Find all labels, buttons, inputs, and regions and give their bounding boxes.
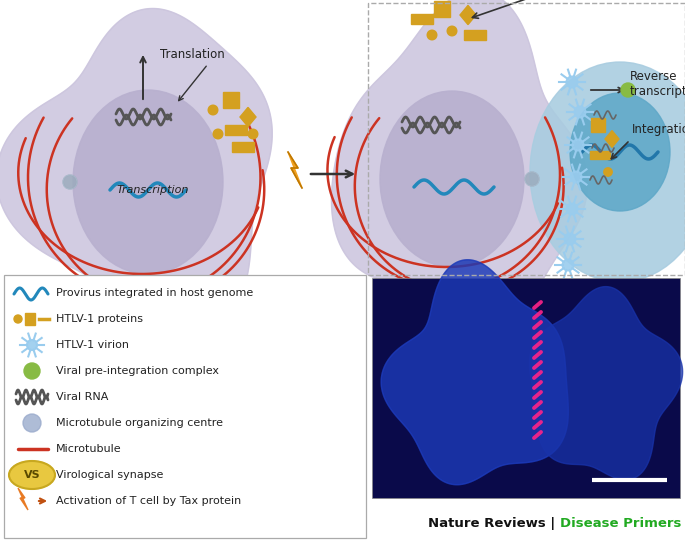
- Text: Integration: Integration: [632, 124, 685, 137]
- Circle shape: [603, 168, 612, 176]
- Polygon shape: [460, 5, 476, 24]
- Text: Microtubule: Microtubule: [56, 444, 122, 454]
- Bar: [4, 275, 366, 538]
- Circle shape: [525, 172, 539, 186]
- Circle shape: [562, 259, 574, 271]
- Text: Disease Primers: Disease Primers: [560, 517, 682, 530]
- Circle shape: [566, 76, 578, 88]
- Text: Assembly: Assembly: [473, 0, 595, 18]
- Polygon shape: [232, 142, 254, 152]
- Polygon shape: [223, 92, 239, 108]
- Text: Provirus integrated in host genome: Provirus integrated in host genome: [56, 288, 253, 298]
- Ellipse shape: [9, 461, 55, 489]
- Polygon shape: [381, 260, 569, 485]
- Text: VS: VS: [24, 470, 40, 480]
- Circle shape: [447, 26, 457, 36]
- Polygon shape: [288, 152, 302, 188]
- Circle shape: [621, 83, 635, 97]
- Circle shape: [570, 171, 582, 183]
- Circle shape: [23, 414, 41, 432]
- Polygon shape: [381, 260, 569, 485]
- Polygon shape: [434, 1, 450, 17]
- Ellipse shape: [73, 90, 223, 274]
- Polygon shape: [0, 9, 273, 336]
- Text: Transcription: Transcription: [117, 185, 189, 195]
- Ellipse shape: [492, 308, 538, 336]
- Ellipse shape: [530, 62, 685, 282]
- Polygon shape: [18, 488, 28, 510]
- Text: Reverse
transcription: Reverse transcription: [630, 69, 685, 99]
- Text: Viral RNA: Viral RNA: [56, 392, 108, 402]
- Text: Activation of T cell by Tax protein: Activation of T cell by Tax protein: [56, 496, 241, 506]
- Ellipse shape: [380, 91, 524, 267]
- Text: HTLV-1 virion: HTLV-1 virion: [56, 340, 129, 350]
- Circle shape: [572, 139, 584, 151]
- Polygon shape: [332, 0, 588, 324]
- Bar: [368, 3, 685, 275]
- Text: HTLV-1 proteins: HTLV-1 proteins: [56, 314, 143, 324]
- Circle shape: [63, 175, 77, 189]
- Text: Translation: Translation: [160, 48, 225, 61]
- Text: Nature Reviews |: Nature Reviews |: [428, 517, 560, 530]
- Circle shape: [24, 363, 40, 379]
- Circle shape: [208, 105, 218, 115]
- Circle shape: [427, 30, 437, 40]
- Polygon shape: [225, 125, 247, 135]
- Polygon shape: [590, 151, 610, 159]
- Ellipse shape: [570, 93, 670, 211]
- Circle shape: [248, 129, 258, 139]
- Polygon shape: [591, 118, 605, 132]
- Polygon shape: [464, 30, 486, 40]
- Text: Microtubule organizing centre: Microtubule organizing centre: [56, 418, 223, 428]
- Polygon shape: [605, 131, 619, 147]
- Circle shape: [213, 129, 223, 139]
- Circle shape: [564, 233, 576, 245]
- Text: Virological synapse: Virological synapse: [56, 470, 164, 480]
- Text: Viral pre-integration complex: Viral pre-integration complex: [56, 366, 219, 376]
- Polygon shape: [411, 14, 433, 24]
- Bar: [372, 278, 680, 498]
- Polygon shape: [240, 107, 256, 127]
- Circle shape: [574, 106, 586, 118]
- Circle shape: [14, 315, 22, 323]
- Polygon shape: [530, 287, 683, 480]
- Circle shape: [27, 340, 38, 350]
- Polygon shape: [25, 313, 35, 325]
- Text: VS: VS: [507, 317, 523, 327]
- Circle shape: [566, 203, 578, 215]
